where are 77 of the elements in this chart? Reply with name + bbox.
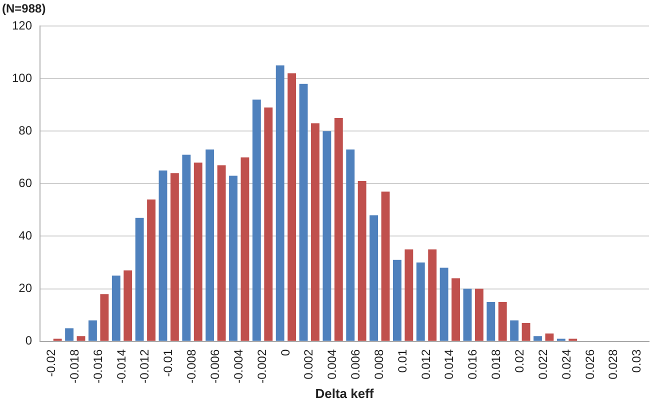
bar — [299, 84, 308, 341]
x-tick-label: -0.004 — [231, 349, 246, 384]
bar — [545, 333, 554, 341]
x-tick-label: 0.028 — [606, 349, 620, 380]
bar — [135, 218, 144, 341]
bar — [474, 288, 484, 341]
y-tick-label: 120 — [12, 18, 32, 32]
x-tick-label: -0.018 — [67, 349, 82, 384]
bar — [288, 73, 296, 341]
bar — [65, 328, 74, 341]
bar — [452, 278, 460, 341]
x-tick-label: -0.008 — [184, 349, 199, 384]
bar — [346, 150, 355, 341]
bar — [112, 276, 120, 341]
bar — [170, 173, 179, 341]
bar — [381, 192, 390, 341]
bar — [428, 249, 437, 341]
y-tick-label: 20 — [18, 281, 32, 296]
bar — [182, 154, 191, 341]
y-tick-label: 0 — [25, 334, 32, 348]
bar — [217, 165, 226, 341]
bar — [522, 322, 530, 341]
x-tick-label: 0.02 — [512, 349, 526, 373]
x-tick-label: 0.014 — [442, 349, 456, 380]
x-tick-label: 0.018 — [489, 349, 504, 380]
x-tick-label: -0.012 — [138, 349, 152, 384]
y-axis-title: (N=988) — [2, 1, 46, 16]
bar — [240, 157, 250, 341]
bar — [229, 176, 238, 341]
bar — [392, 260, 402, 341]
x-tick-label: 0.026 — [582, 349, 597, 380]
bar — [206, 150, 214, 341]
x-tick-label: 0.022 — [536, 349, 550, 380]
bar — [370, 215, 378, 341]
bar — [124, 270, 132, 341]
x-tick-label: 0.016 — [466, 349, 480, 380]
x-tick-label: 0.002 — [302, 349, 316, 380]
x-tick-label: -0.02 — [44, 349, 58, 377]
x-tick-label: 0.024 — [559, 349, 574, 380]
x-tick-label: -0.016 — [90, 349, 105, 384]
x-tick-label: 0.012 — [418, 349, 433, 380]
bar — [416, 262, 425, 341]
bar — [88, 320, 97, 341]
bar — [404, 249, 414, 341]
y-tick-label: 80 — [18, 123, 32, 138]
bar — [498, 302, 507, 341]
bar — [440, 268, 448, 341]
x-tick-label: 0.006 — [348, 349, 363, 380]
bar — [252, 100, 261, 341]
x-tick-label: 0 — [278, 349, 292, 356]
bar — [322, 131, 332, 341]
x-tick-label: -0.01 — [161, 349, 176, 377]
x-tick-label: -0.014 — [114, 349, 128, 384]
bar — [76, 336, 86, 341]
bar — [147, 199, 156, 341]
bar — [158, 170, 168, 341]
y-tick-label: 100 — [12, 70, 32, 85]
x-tick-label: 0.004 — [325, 349, 340, 380]
bar — [100, 294, 109, 341]
bar — [311, 123, 320, 341]
bar — [358, 181, 366, 341]
bar — [194, 162, 202, 341]
x-tick-label: -0.002 — [254, 349, 269, 384]
bar — [334, 118, 343, 341]
bar — [276, 65, 284, 341]
y-tick-label: 60 — [18, 176, 32, 190]
y-tick-label: 40 — [18, 228, 32, 243]
x-tick-label: 0.01 — [395, 349, 410, 373]
bar — [510, 320, 519, 341]
x-tick-label: 0.008 — [372, 349, 386, 380]
bar — [264, 107, 273, 341]
bar — [463, 288, 472, 341]
bar — [486, 302, 496, 341]
x-axis-title: Delta keff — [315, 386, 374, 401]
x-tick-label: -0.006 — [208, 349, 222, 384]
bar — [534, 336, 542, 341]
x-tick-label: 0.03 — [630, 349, 644, 373]
